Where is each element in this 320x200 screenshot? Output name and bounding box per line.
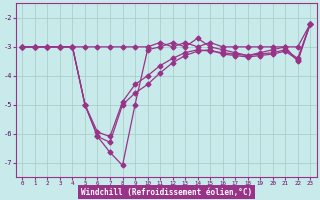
X-axis label: Windchill (Refroidissement éolien,°C): Windchill (Refroidissement éolien,°C) [81,188,252,197]
